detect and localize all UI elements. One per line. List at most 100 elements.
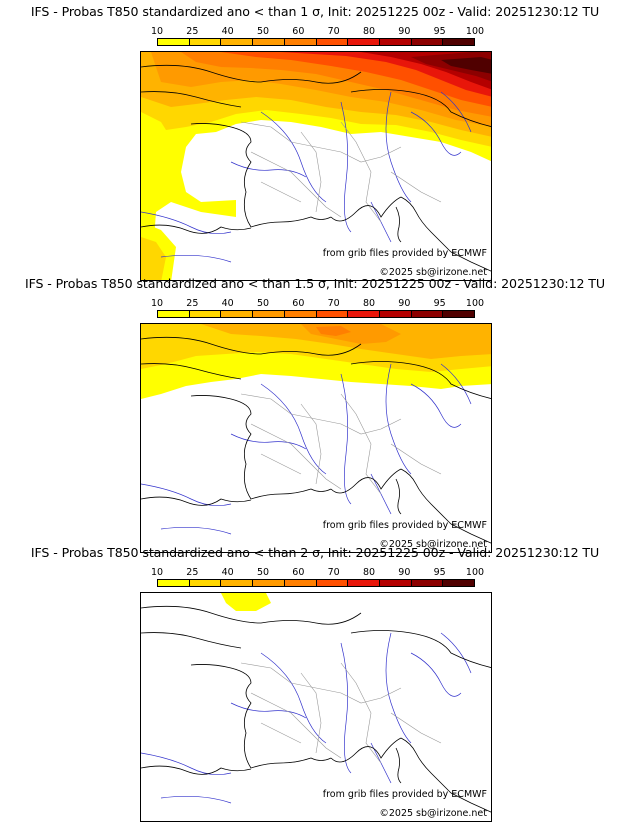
colorbar-swatch xyxy=(316,39,349,45)
map-canvas xyxy=(141,593,491,813)
coastlines xyxy=(141,605,491,813)
colorbar-swatch xyxy=(411,311,444,317)
colorbar-swatch xyxy=(316,311,349,317)
colorbar-tick-label: 70 xyxy=(327,26,340,37)
prob-100 xyxy=(441,57,491,74)
prob-25-south xyxy=(141,237,166,280)
colorbar-tick-label: 100 xyxy=(465,567,485,578)
colorbar-swatch xyxy=(316,580,349,586)
borders xyxy=(240,393,442,495)
colorbar-tick-label: 40 xyxy=(221,298,234,309)
map-canvas xyxy=(141,324,491,544)
colorbar-tick-label: 90 xyxy=(398,298,411,309)
colorbar-swatch xyxy=(253,580,285,586)
coastlines xyxy=(141,336,491,544)
panel-title: IFS - Probas T850 standardized ano < tha… xyxy=(24,276,606,291)
colorbar-tick-label: 40 xyxy=(221,567,234,578)
rivers xyxy=(141,632,472,804)
colorbar-tick-label: 10 xyxy=(150,26,164,37)
colorbar-swatch xyxy=(379,39,412,45)
colorbar-swatch xyxy=(379,580,412,586)
colorbar-swatch xyxy=(158,39,190,45)
colorbar-tick-label: 50 xyxy=(256,298,270,309)
colorbar-swatch xyxy=(221,39,254,45)
colorbar-tick-label: 25 xyxy=(186,26,199,37)
panel-title: IFS - Probas T850 standardized ano < tha… xyxy=(30,545,600,560)
colorbar-tick-label: 95 xyxy=(433,298,446,309)
map-panel-3: IFS - Probas T850 standardized ano < tha… xyxy=(0,545,630,822)
source-credit: from grib files provided by ECMWF xyxy=(322,520,487,531)
colorbar-tick-label: 25 xyxy=(186,567,199,578)
colorbar-tick-label: 60 xyxy=(292,298,305,309)
colorbar-swatch xyxy=(348,311,380,317)
borders xyxy=(240,121,442,223)
colorbar-tick-label: 25 xyxy=(186,298,199,309)
copyright: ©2025 sb@irizone.net xyxy=(379,808,487,819)
rivers xyxy=(141,363,472,535)
colorbar xyxy=(157,579,475,587)
borders xyxy=(240,662,442,764)
colorbar-tick-label: 50 xyxy=(256,567,270,578)
colorbar xyxy=(157,310,475,318)
colorbar-swatch xyxy=(284,580,317,586)
colorbar-tick-label: 90 xyxy=(398,26,411,37)
prob-60 xyxy=(316,326,351,336)
colorbar-tick-label: 100 xyxy=(465,26,485,37)
colorbar-swatch xyxy=(189,39,222,45)
colorbar-tick-label: 80 xyxy=(362,298,376,309)
colorbar-tick-label: 10 xyxy=(150,298,164,309)
colorbar-labels: 10 25 40 50 60 70 80 90 95 100 xyxy=(151,26,484,37)
source-credit: from grib files provided by ECMWF xyxy=(322,789,487,800)
colorbar-tick-label: 10 xyxy=(150,567,164,578)
panel-title: IFS - Probas T850 standardized ano < tha… xyxy=(30,4,600,19)
colorbar-swatch xyxy=(253,311,285,317)
colorbar-swatch xyxy=(411,39,444,45)
coastlines xyxy=(141,64,491,272)
colorbar-labels: 10 25 40 50 60 70 80 90 95 100 xyxy=(151,567,484,578)
colorbar-swatch xyxy=(443,39,475,45)
source-credit: from grib files provided by ECMWF xyxy=(322,248,487,259)
colorbar-swatch xyxy=(284,311,317,317)
colorbar-labels: 10 25 40 50 60 70 80 90 95 100 xyxy=(151,298,484,309)
colorbar-swatch xyxy=(253,39,285,45)
colorbar-swatch xyxy=(158,311,190,317)
colorbar-tick-label: 40 xyxy=(221,26,234,37)
colorbar-swatch xyxy=(348,39,380,45)
colorbar-swatch xyxy=(221,580,254,586)
copyright: ©2025 sb@irizone.net xyxy=(379,539,487,550)
prob-10 xyxy=(221,593,271,611)
probability-shading xyxy=(141,324,491,399)
colorbar-tick-label: 80 xyxy=(362,567,376,578)
colorbar-tick-label: 70 xyxy=(327,567,340,578)
colorbar xyxy=(157,38,475,46)
colorbar-swatch xyxy=(348,580,380,586)
colorbar-tick-label: 50 xyxy=(256,26,270,37)
prob-40 xyxy=(201,324,491,359)
colorbar-swatch xyxy=(411,580,444,586)
colorbar-tick-label: 60 xyxy=(292,567,305,578)
probability-map: from grib files provided by ECMWF ©2025 … xyxy=(140,323,492,553)
colorbar-tick-label: 95 xyxy=(433,567,446,578)
colorbar-swatch xyxy=(221,311,254,317)
colorbar-tick-label: 60 xyxy=(292,26,305,37)
rivers xyxy=(141,91,472,263)
probability-shading xyxy=(221,593,271,611)
colorbar-tick-label: 90 xyxy=(398,567,411,578)
colorbar-swatch xyxy=(379,311,412,317)
map-canvas xyxy=(141,52,491,280)
map-panel-1: IFS - Probas T850 standardized ano < tha… xyxy=(0,4,630,281)
colorbar-tick-label: 70 xyxy=(327,298,340,309)
probability-map: from grib files provided by ECMWF ©2025 … xyxy=(140,592,492,822)
colorbar-swatch xyxy=(443,580,475,586)
colorbar-tick-label: 100 xyxy=(465,298,485,309)
probability-map: from grib files provided by ECMWF ©2025 … xyxy=(140,51,492,281)
colorbar-swatch xyxy=(443,311,475,317)
colorbar-swatch xyxy=(189,311,222,317)
map-panel-2: IFS - Probas T850 standardized ano < tha… xyxy=(0,276,630,553)
copyright: ©2025 sb@irizone.net xyxy=(379,267,487,278)
probability-shading xyxy=(141,52,491,280)
colorbar-swatch xyxy=(189,580,222,586)
colorbar-tick-label: 95 xyxy=(433,26,446,37)
colorbar-swatch xyxy=(284,39,317,45)
colorbar-swatch xyxy=(158,580,190,586)
